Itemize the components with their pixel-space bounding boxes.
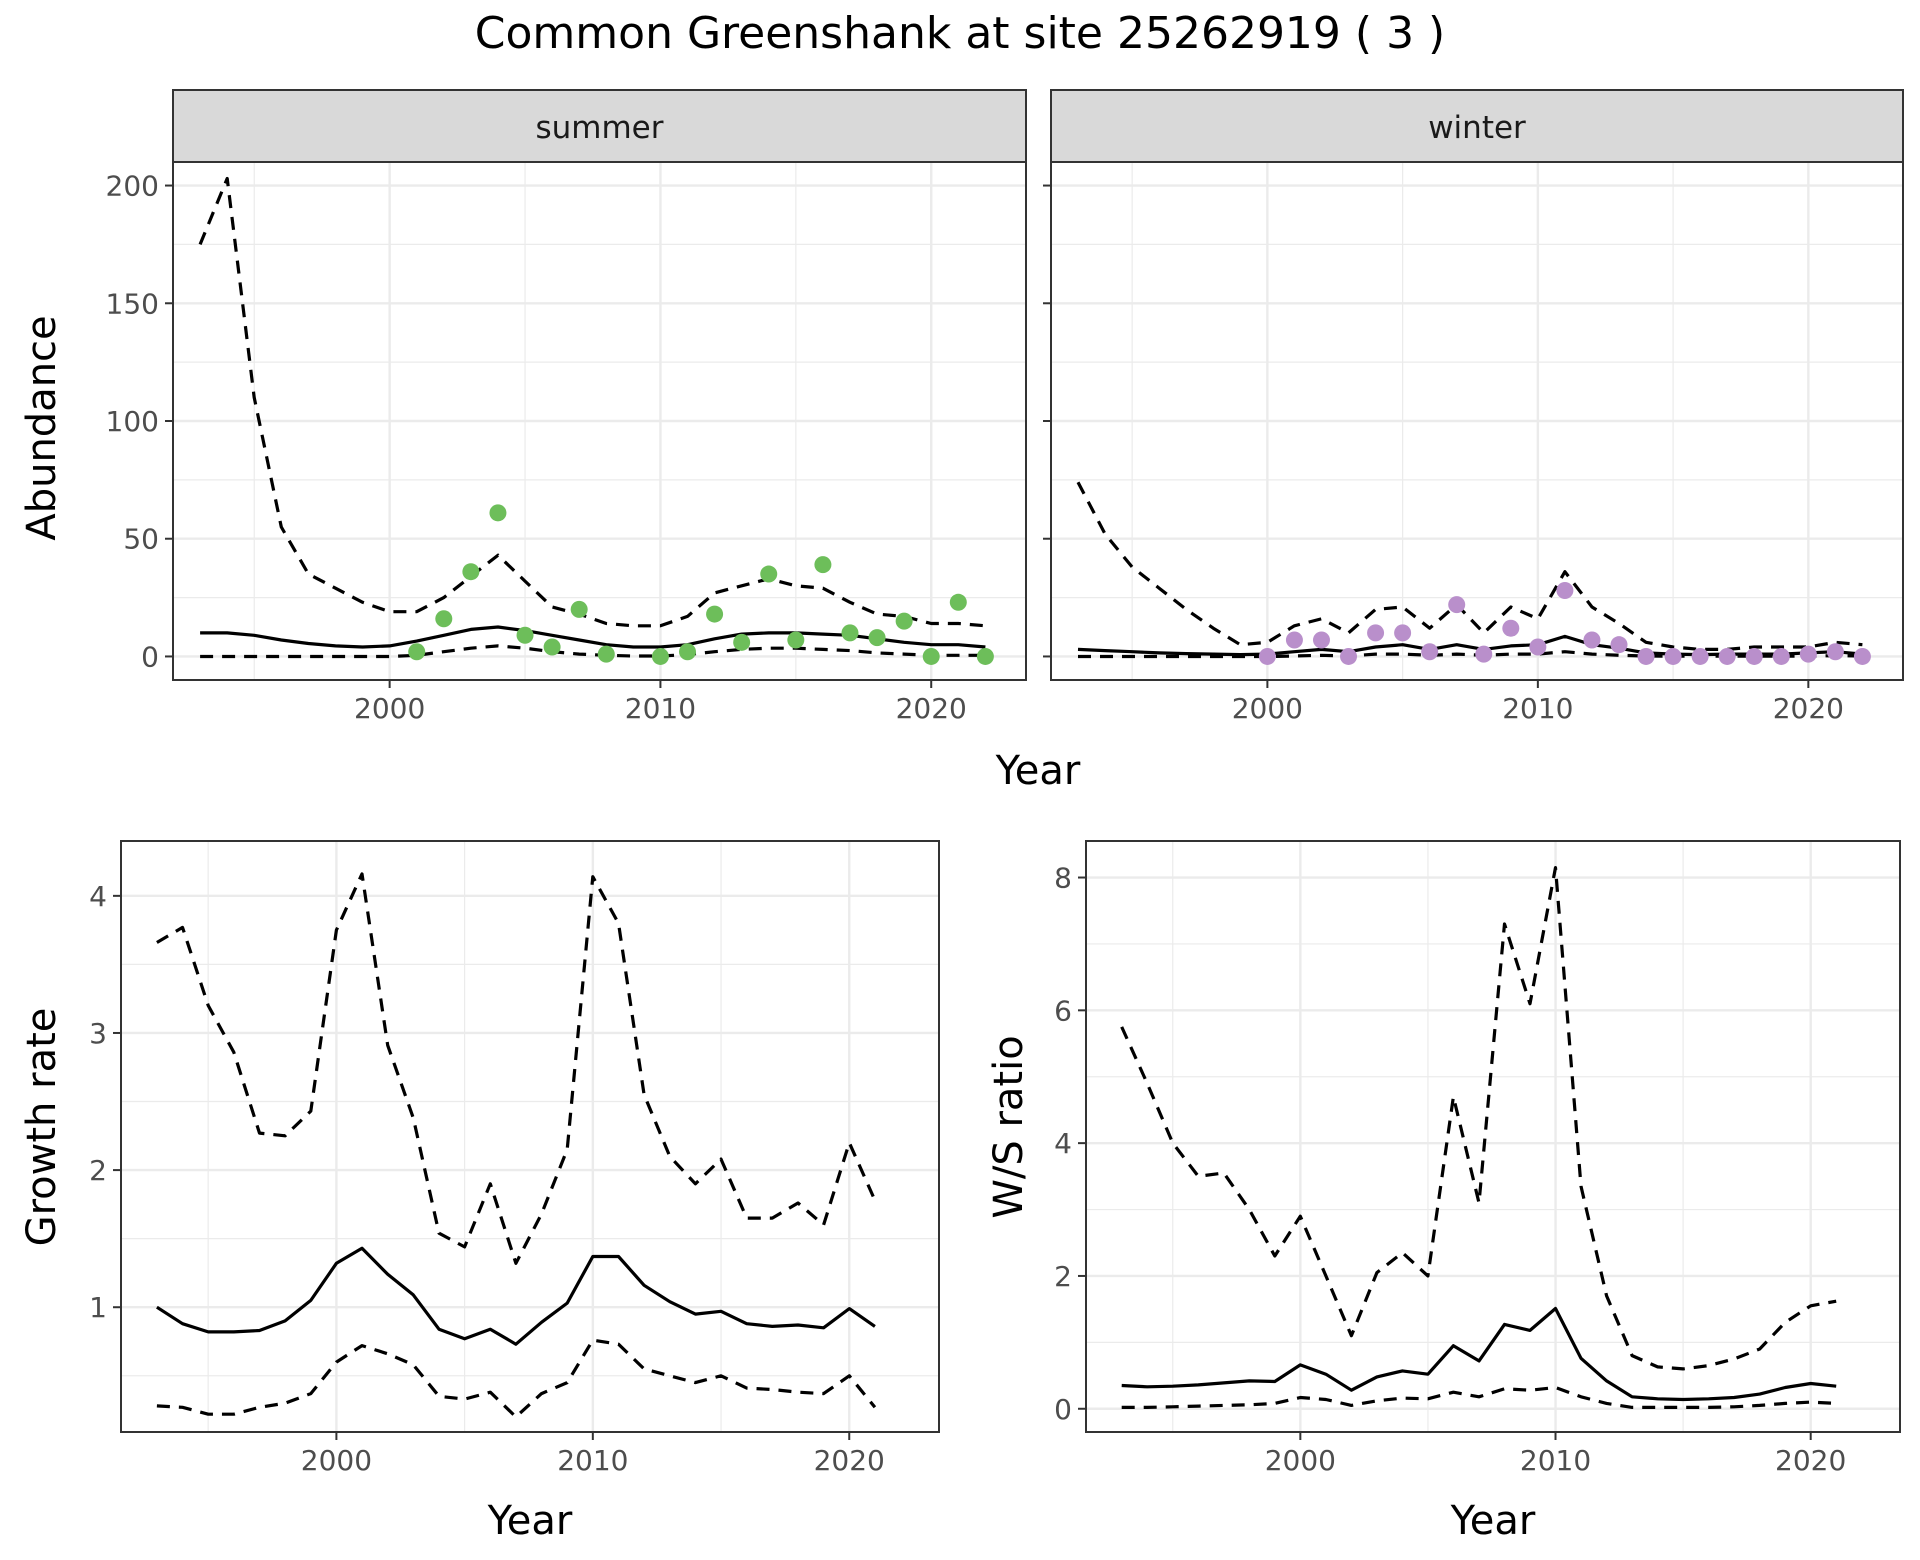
estimate-line [1121,1306,1837,1402]
y-tick-label: 2 [89,1154,107,1187]
observed-point [1258,647,1276,665]
y-tick-label: 4 [1054,1127,1072,1160]
observed-point [1637,647,1655,665]
upper-bound-line [156,872,877,1265]
growth-rate-panel: 2000 2010 2020 1 2 3 4 [89,840,940,1477]
x-tick-label: 2000 [1265,1444,1336,1477]
y-tick-label: 8 [1054,862,1072,895]
y-tick-label: 1 [89,1291,107,1324]
winter-panel: 2000 2010 2020 [1043,161,1904,725]
summer-strip-label: summer [535,110,663,146]
observed-point [1853,647,1871,665]
observed-point [922,647,940,665]
plot-area [121,841,939,1432]
observed-point [787,631,805,649]
observed-point [408,643,426,661]
upper-bound-line [1120,866,1837,1371]
ratio-y-axis-title: W/S ratio [986,1035,1032,1218]
observed-point [435,610,453,628]
figure-title: Common Greenshank at site 25262919 ( 3 ) [475,8,1445,59]
x-tick-label: 2000 [354,692,425,725]
observed-point [1394,624,1412,642]
ws-ratio-panel: 2000 2010 2020 0 2 4 6 8 [1054,840,1901,1477]
summer-panel: 2000 2010 2020 0 50 100 150 200 [106,161,1027,725]
y-tick-label: 0 [1054,1393,1072,1426]
winter-strip-label: winter [1428,110,1526,146]
observed-point [1312,631,1330,649]
observed-point [733,633,751,651]
observed-point [1529,638,1547,656]
observed-point [841,624,859,642]
observed-point [760,565,778,583]
summer-strip [172,89,1027,163]
y-tick-label: 6 [1054,994,1072,1027]
x-tick-label: 2020 [1773,692,1844,725]
growth-y-axis-title: Growth rate [19,1008,65,1247]
observed-point [570,600,588,618]
observed-point [1475,645,1493,663]
observed-point [543,638,561,656]
observed-point [1745,647,1763,665]
observed-point [1502,619,1520,637]
x-tick-label: 2020 [814,1444,885,1477]
upper-bound-line [1076,481,1863,651]
top-y-axis-title: Abundance [19,315,65,540]
winter-strip [1050,89,1904,163]
x-tick-label: 2020 [1775,1444,1846,1477]
observed-point [976,647,994,665]
y-tick-label: 0 [141,640,159,673]
panel-border [120,840,940,1433]
observed-point [1285,631,1303,649]
plot-area [1086,841,1900,1432]
x-tick-label: 2010 [1520,1444,1591,1477]
observed-point [1691,647,1709,665]
observed-point [651,647,669,665]
observed-point [1799,645,1817,663]
y-tick-label: 50 [123,523,159,556]
y-tick-label: 200 [106,170,159,203]
y-tick-label: 2 [1054,1260,1072,1293]
y-tick-label: 150 [106,287,159,320]
observed-point [949,593,967,611]
observed-point [516,626,534,644]
lower-bound-line [156,1338,877,1419]
lower-bound-line [1121,1385,1837,1409]
observed-point [1340,647,1358,665]
observed-point [679,643,697,661]
x-tick-label: 2000 [1232,692,1303,725]
observed-point [1448,596,1466,614]
observed-point [1826,643,1844,661]
x-tick-label: 2000 [301,1444,372,1477]
ratio-x-axis-title: Year [1450,1498,1536,1544]
observed-point [814,556,832,574]
panel-border [1085,840,1901,1433]
y-tick-label: 4 [89,880,107,913]
observed-point [1367,624,1385,642]
growth-x-axis-title: Year [487,1498,573,1544]
observed-point [868,629,886,647]
y-tick-label: 3 [89,1017,107,1050]
observed-point [1556,582,1574,600]
y-tick-label: 100 [106,405,159,438]
observed-point [1421,643,1439,661]
observed-point [706,605,724,623]
observed-point [895,612,913,630]
x-tick-label: 2010 [1502,692,1573,725]
observed-point [1772,647,1790,665]
observed-point [489,504,507,522]
observed-point [1718,647,1736,665]
observed-point [1583,631,1601,649]
top-x-axis-title: Year [995,748,1081,794]
observed-point [1610,636,1628,654]
estimate-line [156,1246,876,1346]
x-tick-label: 2020 [896,692,967,725]
observed-point [1664,647,1682,665]
observed-point [597,645,615,663]
x-tick-label: 2010 [625,692,696,725]
x-tick-label: 2010 [557,1444,628,1477]
observed-point [462,563,480,581]
